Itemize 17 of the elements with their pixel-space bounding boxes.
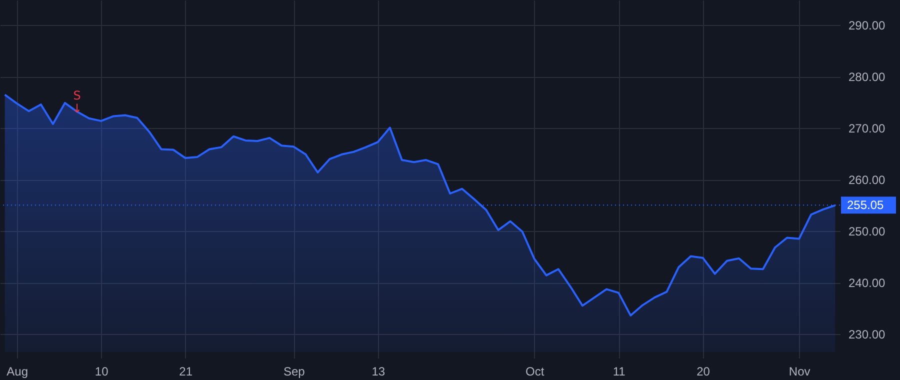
x-tick-label: Oct	[525, 364, 545, 378]
ref-line-label: 255.05	[847, 198, 884, 212]
y-tick-label: 230.00	[848, 327, 886, 342]
y-tick-label: 270.00	[848, 122, 886, 136]
x-tick-label: 20	[696, 364, 710, 378]
y-tick-label: 290.00	[848, 18, 886, 33]
y-tick-label: 250.00	[848, 224, 886, 239]
x-tick-label: Nov	[788, 364, 810, 378]
x-tick-label: 10	[94, 364, 109, 378]
y-tick-label: 240.00	[848, 276, 886, 290]
x-tick-label: 11	[612, 364, 626, 378]
x-tick-label: 13	[372, 364, 386, 378]
x-tick-label: Aug	[6, 364, 28, 378]
x-tick-label: Sep	[283, 364, 306, 378]
y-tick-label: 280.00	[848, 70, 886, 84]
y-tick-label: 260.00	[848, 173, 886, 188]
x-tick-label: 21	[179, 364, 193, 378]
